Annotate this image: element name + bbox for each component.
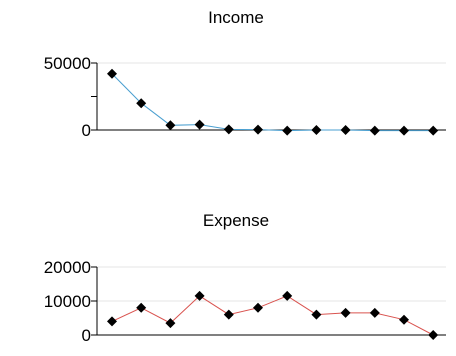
income-data-point (253, 124, 263, 135)
expense-data-point (369, 307, 380, 318)
income-data-point (282, 125, 293, 136)
expense-data-point (107, 316, 117, 327)
expense-chart-title: Expense (203, 211, 269, 230)
income-data-point (311, 125, 322, 135)
expense-data-point (311, 309, 322, 320)
income-data-point (136, 98, 147, 109)
income-data-point (194, 119, 205, 130)
expense-data-point (223, 309, 234, 320)
expense-data-point (428, 330, 439, 340)
expense-data-point (136, 302, 147, 313)
income-series-line (111, 73, 434, 132)
expense-y-tick-label: 10000 (44, 292, 91, 311)
income-data-point (369, 125, 380, 136)
expense-data-point (194, 290, 205, 301)
expense-y-tick-label: 0 (82, 326, 91, 345)
income-y-tick-label: 0 (82, 121, 91, 140)
expense-data-point (253, 302, 263, 313)
income-chart-title: Income (208, 8, 264, 27)
expense-data-point (165, 318, 176, 329)
income-data-point (165, 120, 176, 131)
expense-data-point (399, 314, 409, 325)
expense-data-point (340, 307, 351, 318)
expense-data-point (282, 290, 293, 301)
income-data-point (428, 125, 439, 136)
income-data-point (399, 125, 409, 136)
expense-series-line (111, 295, 434, 336)
expense-y-tick-label: 20000 (44, 258, 91, 277)
income-data-point (223, 124, 234, 135)
expense-chart-panel: Expense 0 10000 20000 (44, 211, 446, 345)
income-data-point (340, 125, 351, 135)
income-y-tick-label: 50000 (44, 54, 91, 73)
income-data-point (107, 68, 117, 79)
income-chart-panel: Income 0 50000 (44, 8, 446, 140)
